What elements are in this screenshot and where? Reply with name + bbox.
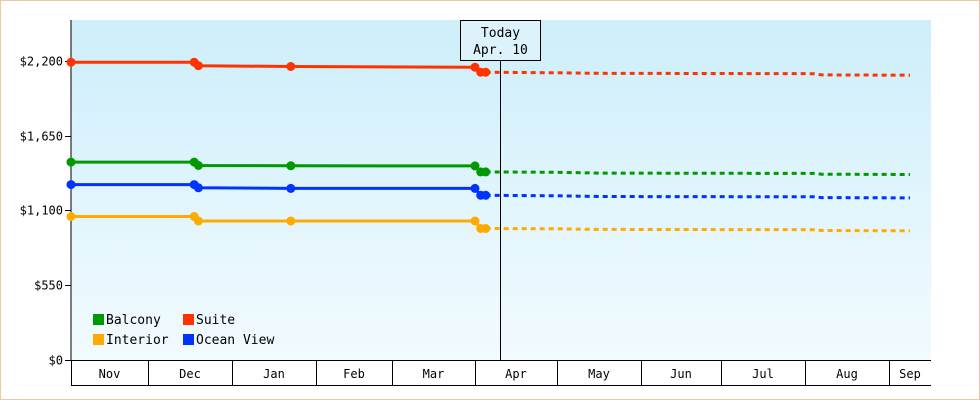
legend-label: Balcony (106, 313, 161, 328)
x-tick-label: Jul (752, 367, 774, 381)
y-tick-label: $1,100 (20, 204, 63, 218)
series-suite (66, 57, 911, 77)
today-date: Apr. 10 (473, 43, 528, 58)
today-label-box (460, 20, 541, 61)
series-projected-line (485, 227, 911, 233)
series-balcony (66, 157, 911, 177)
x-tick-label: Sep (899, 367, 921, 381)
data-point[interactable] (481, 190, 491, 200)
y-tick-label: $2,200 (20, 55, 63, 69)
data-point[interactable] (286, 62, 296, 71)
legend-swatch (93, 314, 104, 325)
legend-item-interior[interactable]: Interior (93, 333, 169, 348)
series-interior (66, 212, 911, 233)
data-point[interactable] (66, 157, 76, 167)
series-layer (66, 57, 911, 233)
x-tick-label: Feb (343, 367, 365, 381)
legend-item-balcony[interactable]: Balcony (93, 313, 161, 328)
today-label: Today (481, 26, 520, 41)
data-point[interactable] (66, 57, 76, 67)
series-projected-line (485, 170, 911, 176)
data-point[interactable] (470, 216, 480, 226)
legend-label: Interior (106, 333, 169, 348)
data-point[interactable] (193, 183, 203, 193)
data-point[interactable] (470, 183, 480, 193)
x-axis: Nov Dec Jan Feb Mar Apr May Jun Jul Aug Sep (71, 360, 931, 386)
data-point[interactable] (481, 167, 491, 177)
legend: Balcony Suite Interior Ocean View (93, 313, 274, 348)
legend-item-ocean-view[interactable]: Ocean View (183, 333, 274, 348)
x-tick-label: Nov (99, 367, 121, 381)
legend-label: Ocean View (196, 333, 274, 348)
x-tick-label: Dec (179, 367, 201, 381)
data-point[interactable] (193, 216, 203, 226)
data-point[interactable] (286, 161, 296, 171)
legend-label: Suite (196, 313, 235, 328)
data-point[interactable] (66, 212, 76, 221)
y-axis: $0 $550 $1,100 $1,650 $2,200 (20, 20, 72, 368)
x-tick-label: Apr (505, 367, 527, 381)
legend-item-suite[interactable]: Suite (183, 313, 235, 328)
series-ocean-view (66, 180, 911, 200)
series-projected-line (485, 193, 911, 200)
data-point[interactable] (481, 67, 491, 77)
data-point[interactable] (470, 161, 480, 171)
data-point[interactable] (286, 183, 296, 193)
x-tick-label: Aug (836, 367, 858, 381)
data-point[interactable] (193, 61, 203, 71)
data-point[interactable] (66, 180, 76, 190)
data-point[interactable] (286, 216, 296, 226)
data-point[interactable] (193, 161, 203, 170)
data-point[interactable] (481, 224, 491, 233)
y-tick-label: $1,650 (20, 130, 63, 144)
today-marker: Today Apr. 10 (460, 20, 541, 360)
x-tick-label: May (588, 367, 610, 381)
legend-swatch (183, 314, 194, 325)
x-tick-label: Mar (423, 367, 445, 381)
legend-swatch (183, 334, 194, 345)
legend-swatch (93, 334, 104, 345)
y-tick-label: $0 (49, 354, 63, 368)
x-tick-label: Jun (670, 367, 692, 381)
x-tick-label: Jan (263, 367, 285, 381)
y-tick-label: $550 (34, 279, 63, 293)
series-projected-line (485, 70, 911, 77)
